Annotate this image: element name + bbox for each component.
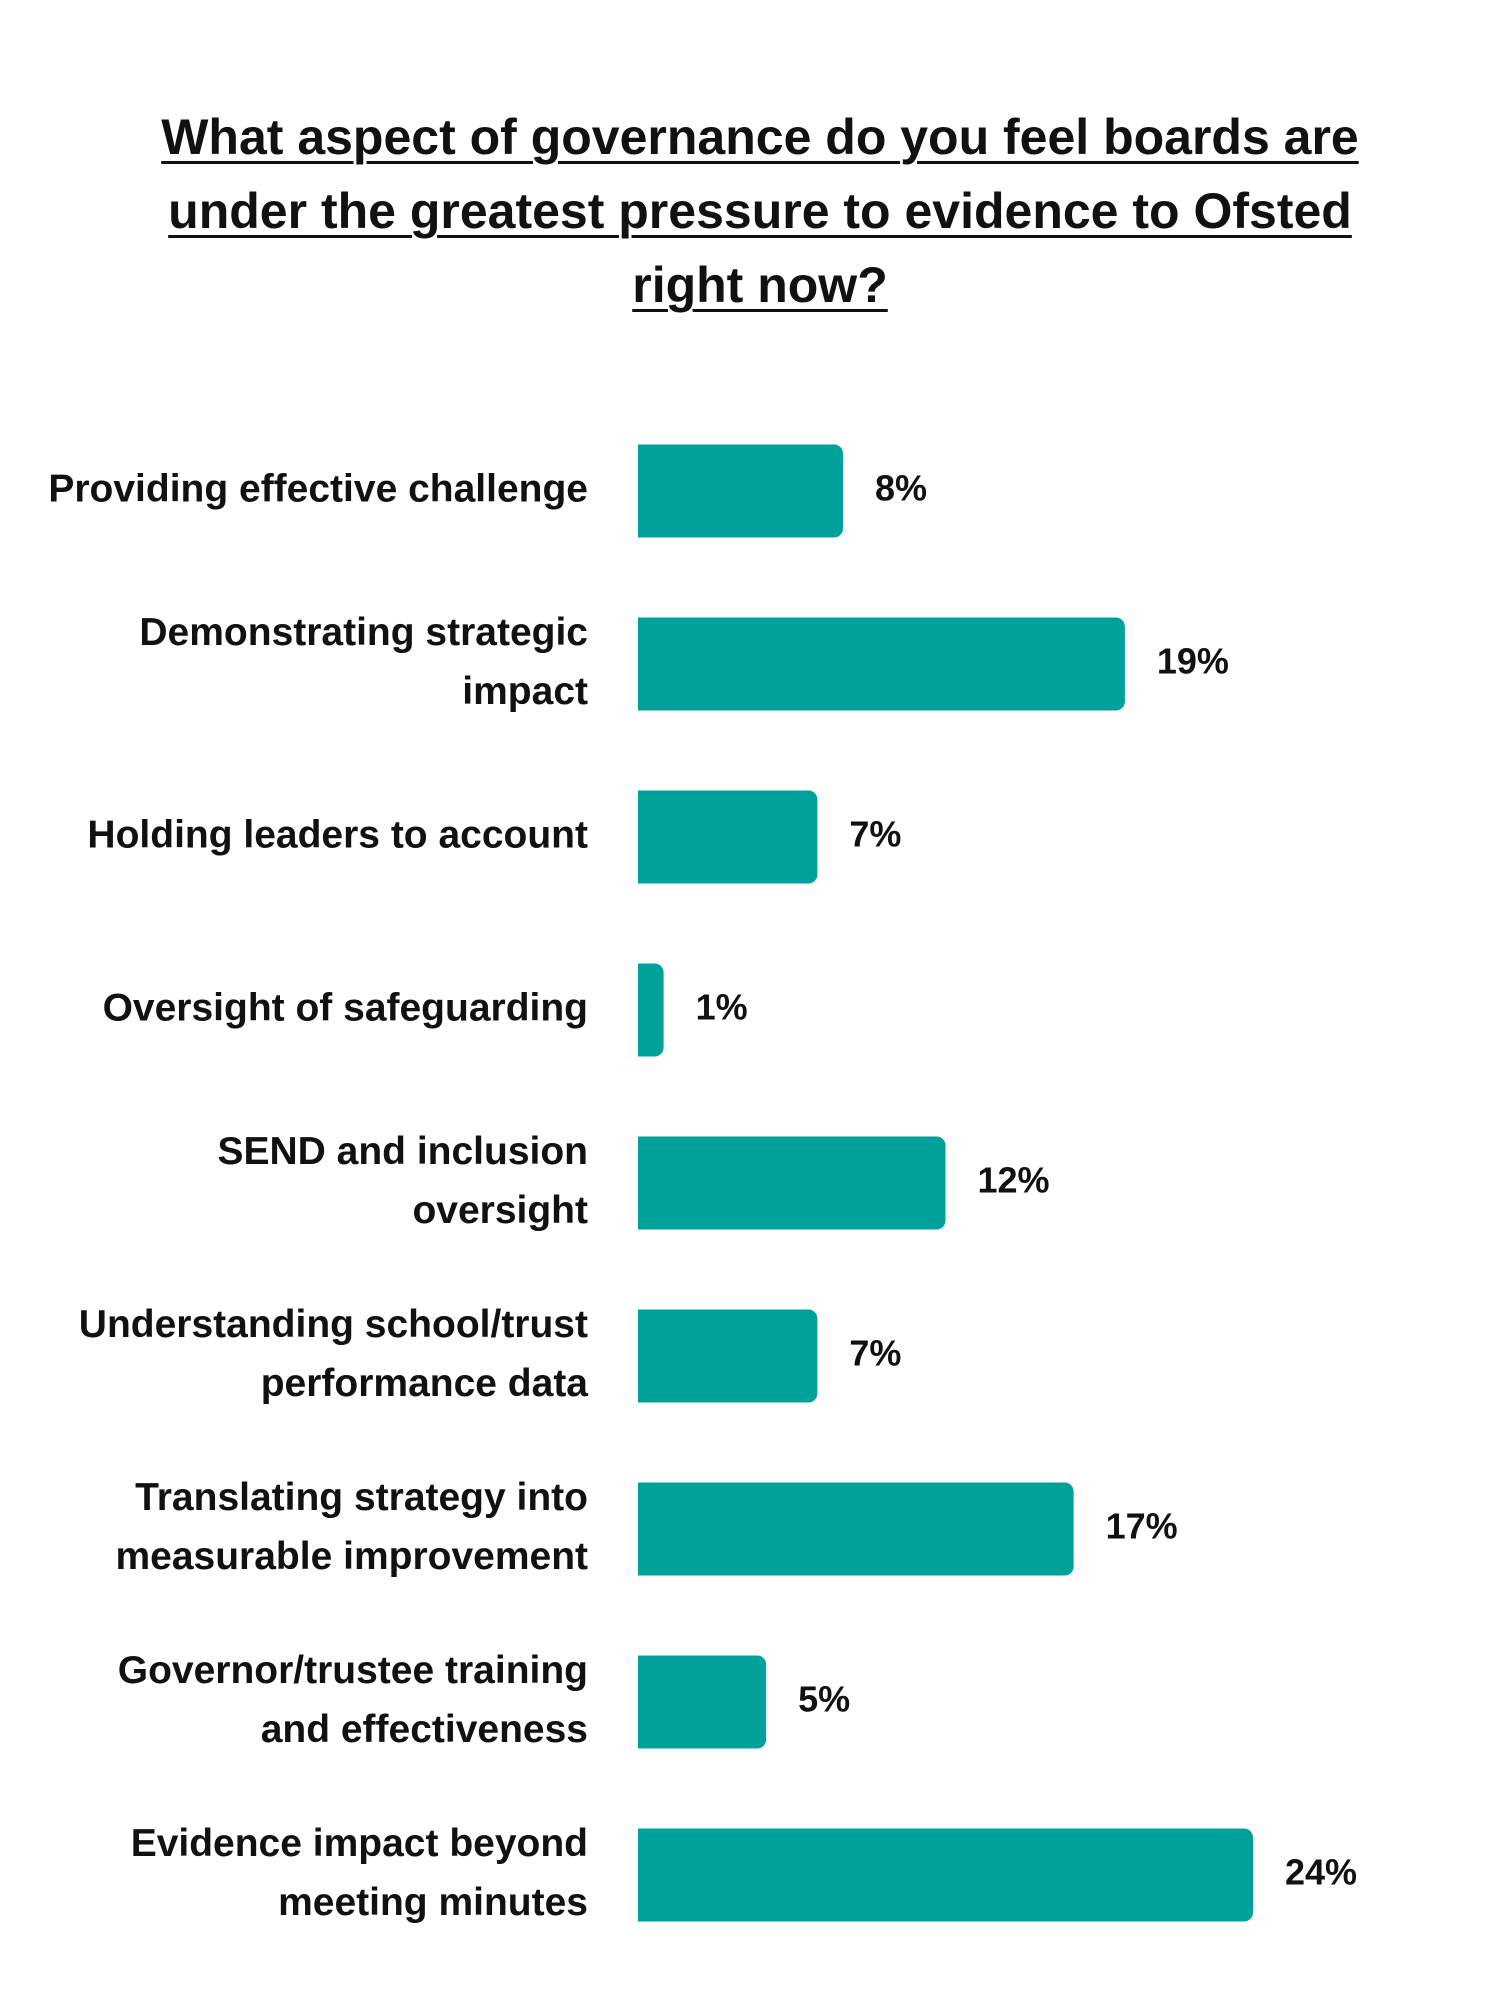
value-label-2: 7% <box>849 814 901 855</box>
category-label-2-line-0: Holding leaders to account <box>87 813 588 856</box>
bar-4-edge <box>638 1136 647 1230</box>
value-label-0: 8% <box>875 468 927 509</box>
bar-7-edge <box>638 1655 647 1749</box>
category-label-4-line-0: SEND and inclusion <box>217 1130 588 1173</box>
value-label-4: 12% <box>978 1160 1050 1201</box>
bar-2 <box>638 790 818 884</box>
category-label-3-line-0: Oversight of safeguarding <box>103 986 588 1029</box>
category-label-7-line-0: Governor/trustee training <box>118 1649 588 1692</box>
bar-8-edge <box>638 1828 647 1922</box>
bar-8 <box>638 1828 1253 1922</box>
bar-2-edge <box>638 790 647 884</box>
bar-7 <box>638 1655 767 1749</box>
value-label-8: 24% <box>1285 1852 1357 1893</box>
bar-4 <box>638 1136 946 1230</box>
category-label-0-line-0: Providing effective challenge <box>48 467 588 510</box>
bar-6-edge <box>638 1482 647 1576</box>
category-label-6-line-1: measurable improvement <box>115 1535 588 1578</box>
bar-1 <box>638 617 1125 711</box>
bar-5 <box>638 1309 818 1403</box>
bar-0-edge <box>638 444 647 538</box>
category-label-7-line-1: and effectiveness <box>261 1708 588 1751</box>
category-label-5-line-0: Understanding school/trust <box>79 1303 588 1346</box>
value-label-5: 7% <box>849 1333 901 1374</box>
category-label-8-line-0: Evidence impact beyond <box>131 1822 588 1865</box>
category-label-5-line-1: performance data <box>261 1362 589 1405</box>
category-label-8-line-1: meeting minutes <box>278 1881 588 1924</box>
bar-0 <box>638 444 843 538</box>
chart-title: What aspect of governance do you feel bo… <box>161 109 1359 313</box>
value-label-1: 19% <box>1157 641 1229 682</box>
value-label-7: 5% <box>798 1679 850 1720</box>
value-label-6: 17% <box>1106 1506 1178 1547</box>
category-label-6-line-0: Translating strategy into <box>135 1476 588 1519</box>
bar-6 <box>638 1482 1074 1576</box>
category-label-1-line-0: Demonstrating strategic <box>139 611 588 654</box>
category-label-4-line-1: oversight <box>412 1189 588 1232</box>
bar-5-edge <box>638 1309 647 1403</box>
category-label-1-line-1: impact <box>462 670 588 713</box>
value-label-3: 1% <box>696 987 748 1028</box>
bar-3-edge <box>638 963 647 1057</box>
bar-1-edge <box>638 617 647 711</box>
